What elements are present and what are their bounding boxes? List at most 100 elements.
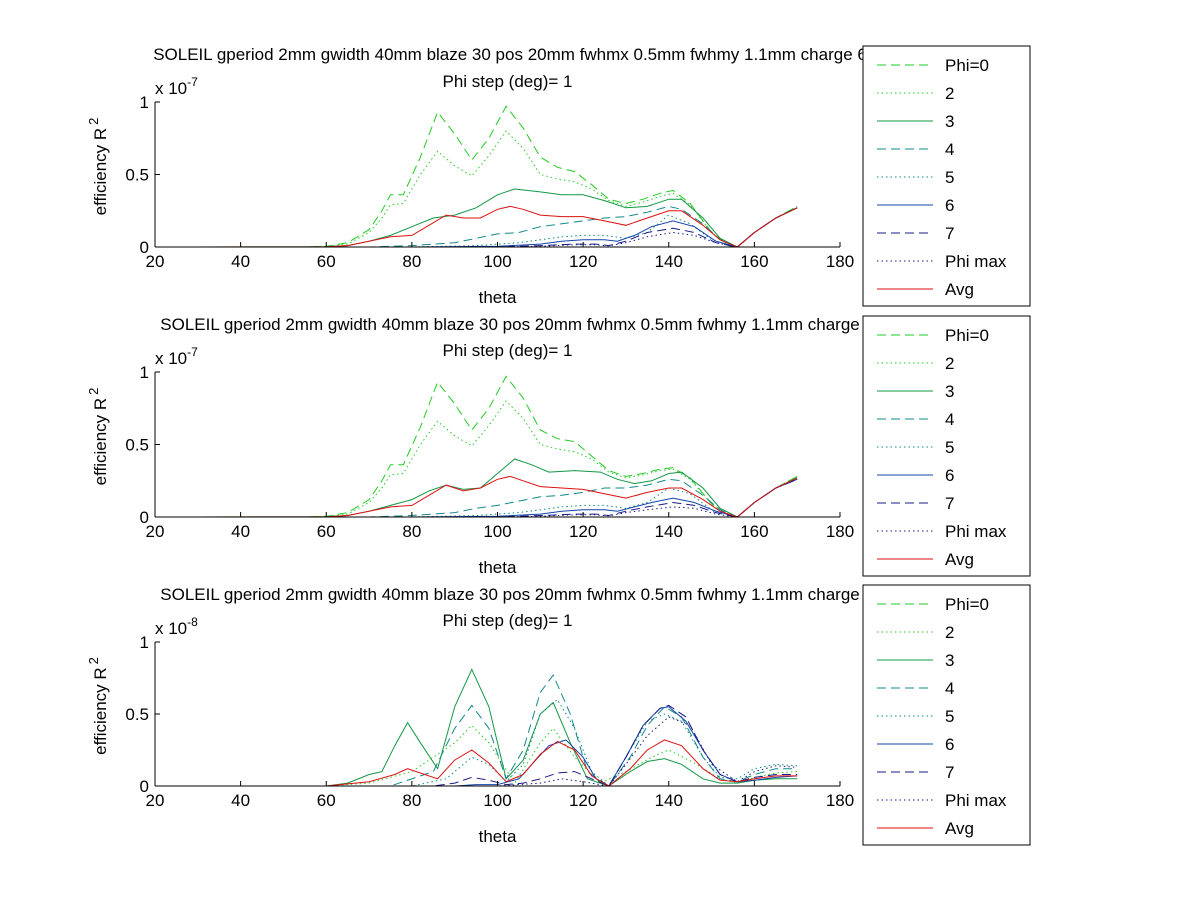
y-tick-label: 0: [140, 238, 149, 257]
legend-label: 6: [945, 735, 954, 754]
legend-label: 4: [945, 140, 954, 159]
chart-title: SOLEIL gperiod 2mm gwidth 40mm blaze 30 …: [160, 315, 929, 334]
x-tick-label: 160: [740, 252, 768, 271]
legend: Phi=0 2 3 4 5 6 7 Phi max Avg: [862, 45, 1031, 307]
legend-label: Phi max: [945, 522, 1007, 541]
series-line-8: [197, 478, 798, 518]
legend-label: 3: [945, 382, 954, 401]
x-tick-label: 60: [317, 252, 336, 271]
x-tick-label: 20: [146, 522, 165, 541]
series-line-1: [197, 375, 798, 518]
x-tick-label: 40: [231, 791, 250, 810]
x-tick-label: 180: [826, 252, 854, 271]
y-tick-label: 0.5: [125, 166, 149, 185]
x-tick-label: 40: [231, 522, 250, 541]
legend-label: Phi=0: [945, 56, 989, 75]
y-tick-label: 0.5: [125, 705, 149, 724]
y-tick-label: 1: [140, 93, 149, 112]
legend-label: 3: [945, 651, 954, 670]
y-tick-label: 0: [140, 508, 149, 527]
x-tick-label: 120: [569, 522, 597, 541]
legend-box: [862, 45, 1031, 307]
x-axis-label: theta: [479, 288, 517, 307]
x-tick-label: 120: [569, 791, 597, 810]
series-line-3: [197, 458, 798, 518]
legend-label: 5: [945, 168, 954, 187]
x-tick-label: 20: [146, 252, 165, 271]
legend-label: Avg: [945, 280, 974, 299]
legend: Phi=0 2 3 4 5 6 7 Phi max Avg: [862, 584, 1031, 846]
series-line-9: [197, 739, 798, 787]
subplot-3: 20 40 60 80 100 120 140 160 180 0 0.5 1 x 10-8 theta e…: [86, 584, 1031, 846]
legend-label: 5: [945, 438, 954, 457]
legend-label: Phi=0: [945, 595, 989, 614]
chart-subtitle: Phi step (deg)= 1: [443, 72, 573, 91]
series-line-9: [197, 475, 798, 518]
x-tick-label: 60: [317, 522, 336, 541]
legend-label: Phi max: [945, 252, 1007, 271]
x-tick-label: 80: [402, 791, 421, 810]
series-line-8: [197, 207, 798, 248]
legend: Phi=0 2 3 4 5 6 7 Phi max Avg: [862, 315, 1031, 577]
legend-label: 3: [945, 112, 954, 131]
x-tick-label: 80: [402, 252, 421, 271]
y-tick-label: 0.5: [125, 436, 149, 455]
legend-label: 7: [945, 224, 954, 243]
y-multiplier-label: x 10-7: [155, 75, 198, 98]
x-tick-label: 180: [826, 522, 854, 541]
legend-label: 4: [945, 679, 954, 698]
x-tick-label: 20: [146, 791, 165, 810]
x-tick-label: 120: [569, 252, 597, 271]
x-tick-label: 100: [483, 791, 511, 810]
x-tick-label: 140: [655, 522, 683, 541]
series-line-7: [197, 704, 798, 787]
x-tick-label: 40: [231, 252, 250, 271]
series-line-3: [197, 668, 798, 787]
legend-label: Avg: [945, 819, 974, 838]
series-line-2: [197, 130, 798, 248]
x-tick-label: 160: [740, 522, 768, 541]
legend-label: 2: [945, 84, 954, 103]
legend-label: 5: [945, 707, 954, 726]
x-tick-label: 60: [317, 791, 336, 810]
x-axis-label: theta: [479, 558, 517, 577]
y-multiplier-label: x 10-7: [155, 345, 198, 368]
legend-box: [862, 315, 1031, 577]
chart-subtitle: Phi step (deg)= 1: [443, 341, 573, 360]
series-line-3: [197, 188, 798, 248]
series-line-5: [197, 477, 798, 518]
y-tick-label: 0: [140, 777, 149, 796]
y-multiplier-label: x 10-8: [155, 615, 198, 638]
series-line-9: [197, 205, 798, 248]
legend-label: 7: [945, 763, 954, 782]
legend-label: 4: [945, 410, 954, 429]
y-axis-label: efficiency R2: [86, 118, 110, 216]
series-line-2: [197, 400, 798, 518]
series-line-7: [197, 478, 798, 518]
chart-title: SOLEIL gperiod 2mm gwidth 40mm blaze 30 …: [160, 585, 929, 604]
legend-label: 6: [945, 466, 954, 485]
x-tick-label: 80: [402, 522, 421, 541]
legend-label: 2: [945, 354, 954, 373]
legend-label: Avg: [945, 550, 974, 569]
y-axis-label: efficiency R2: [86, 657, 110, 755]
legend-label: Phi=0: [945, 326, 989, 345]
legend-label: 2: [945, 623, 954, 642]
x-tick-label: 100: [483, 252, 511, 271]
legend-label: 7: [945, 494, 954, 513]
legend-box: [862, 584, 1031, 846]
subplot-1: 20 40 60 80 100 120 140 160 180 0 0.5 1 x 10-7 theta e…: [86, 45, 1031, 307]
x-tick-label: 100: [483, 522, 511, 541]
y-axis-label: efficiency R2: [86, 388, 110, 486]
y-tick-label: 1: [140, 633, 149, 652]
chart-subtitle: Phi step (deg)= 1: [443, 611, 573, 630]
x-tick-label: 160: [740, 791, 768, 810]
subplot-2: 20 40 60 80 100 120 140 160 180 0 0.5 1 x 10-7 theta e…: [86, 315, 1031, 577]
x-tick-label: 140: [655, 791, 683, 810]
x-tick-label: 140: [655, 252, 683, 271]
legend-label: 6: [945, 196, 954, 215]
y-tick-label: 1: [140, 363, 149, 382]
x-axis-label: theta: [479, 827, 517, 846]
legend-label: Phi max: [945, 791, 1007, 810]
